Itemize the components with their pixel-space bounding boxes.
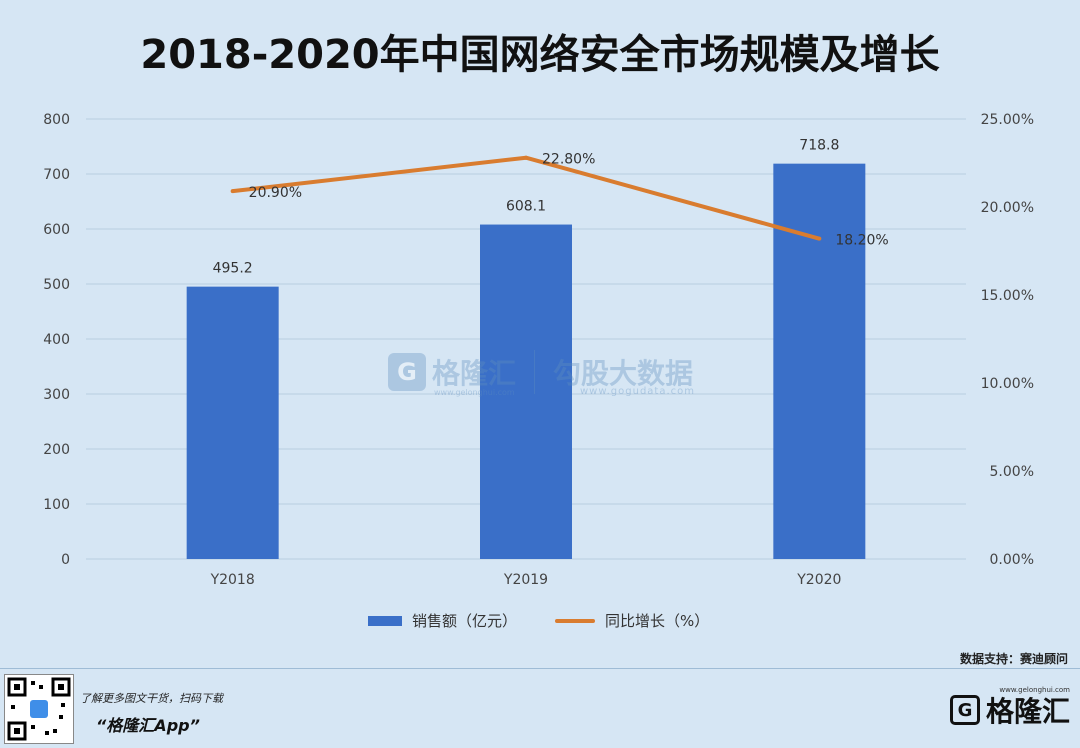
bar-data-labels: 495.2 608.1 718.8 — [213, 138, 840, 277]
x-tick-label: Y2020 — [796, 572, 841, 588]
bar-data-label: 608.1 — [506, 199, 546, 215]
legend-item-growth: 同比增长（%） — [555, 610, 709, 631]
line-point — [524, 155, 528, 160]
bar — [480, 224, 572, 560]
footer-divider — [0, 668, 1080, 669]
left-tick-label: 100 — [43, 497, 70, 513]
footer-brand: G 格隆汇 — [949, 690, 1070, 730]
legend-label-sales: 销售额（亿元） — [412, 612, 518, 630]
line-data-label: 18.20% — [835, 233, 888, 249]
line-data-label: 20.90% — [249, 185, 302, 201]
download-promo: 了解更多图文干货，扫码下载 — [80, 692, 223, 705]
bar — [186, 286, 279, 559]
app-name: “格隆汇App” — [96, 716, 200, 735]
left-tick-label: 300 — [43, 387, 70, 403]
right-tick-label: 15.00% — [981, 288, 1034, 304]
right-tick-label: 10.00% — [981, 376, 1034, 392]
line-point — [817, 236, 822, 241]
left-tick-label: 800 — [43, 112, 70, 128]
left-tick-label: 400 — [43, 332, 70, 348]
right-tick-label: 20.00% — [981, 200, 1034, 216]
legend-item-sales: 销售额（亿元） — [368, 610, 517, 631]
line-point — [230, 189, 235, 194]
bar-data-label: 718.8 — [799, 138, 839, 154]
combo-chart: 0 100 200 300 400 500 600 700 800 0.00% 5.00% 10.0… — [43, 112, 1034, 588]
left-tick-label: 0 — [61, 552, 70, 568]
line-data-label: 22.80% — [542, 152, 595, 168]
left-tick-label: 700 — [43, 167, 70, 183]
left-axis-ticks: 0 100 200 300 400 500 600 700 800 — [43, 112, 70, 568]
gelonghui-brand-icon: G — [949, 695, 980, 725]
line-series — [230, 155, 822, 241]
legend-bar-swatch — [368, 615, 402, 626]
left-tick-label: 600 — [43, 222, 70, 238]
x-axis-ticks: Y2018 Y2019 Y2020 — [210, 572, 842, 588]
x-tick-label: Y2018 — [210, 572, 255, 588]
data-source: 数据支持：赛迪顾问 — [959, 652, 1068, 666]
bar — [773, 163, 866, 559]
right-axis-ticks: 0.00% 5.00% 10.00% 15.00% 20.00% 25.00% — [981, 112, 1034, 568]
right-tick-label: 25.00% — [981, 112, 1034, 128]
qr-logo-icon — [30, 700, 48, 718]
chart-title: 2018-2020年中国网络安全市场规模及增长 — [140, 32, 940, 78]
right-tick-label: 5.00% — [990, 464, 1034, 480]
qr-code[interactable] — [4, 674, 74, 744]
line-data-labels: 20.90% 22.80% 18.20% — [249, 152, 889, 249]
left-tick-label: 200 — [43, 442, 70, 458]
bar-data-label: 495.2 — [213, 261, 253, 277]
x-tick-label: Y2019 — [503, 572, 548, 588]
legend-line-swatch — [555, 618, 595, 623]
qr-pattern — [7, 677, 71, 741]
left-tick-label: 500 — [43, 277, 70, 293]
right-tick-label: 0.00% — [990, 552, 1034, 568]
footer-brand-name: 格隆汇 — [985, 695, 1070, 728]
legend-label-growth: 同比增长（%） — [605, 612, 710, 630]
footer-brand-url: www.gelonghui.com — [999, 686, 1070, 694]
